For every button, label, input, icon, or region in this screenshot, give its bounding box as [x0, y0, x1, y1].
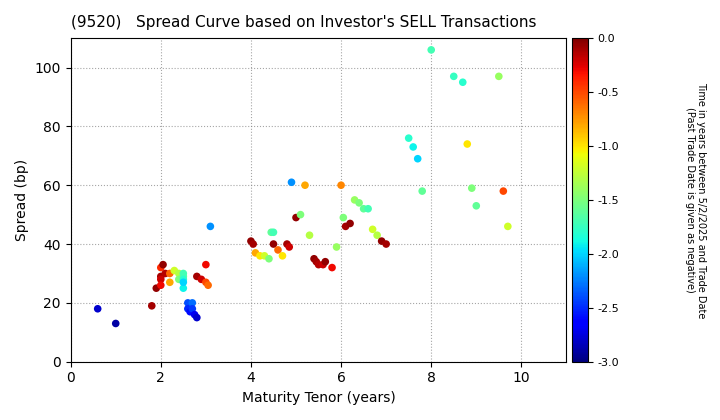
Point: [367, 226, 379, 233]
Point: [282, 241, 293, 247]
Point: [466, 185, 477, 192]
Point: [164, 279, 176, 286]
Point: [426, 47, 437, 53]
Point: [376, 238, 387, 244]
Point: [246, 238, 257, 244]
Point: [403, 135, 415, 142]
Y-axis label: Spread (bp): Spread (bp): [15, 159, 29, 241]
Point: [155, 273, 166, 280]
Point: [164, 270, 176, 277]
Point: [146, 302, 158, 309]
Point: [173, 270, 184, 277]
Point: [178, 285, 189, 291]
X-axis label: Maturity Tenor (years): Maturity Tenor (years): [242, 391, 395, 405]
Point: [178, 270, 189, 277]
Point: [254, 252, 266, 259]
Point: [155, 264, 166, 271]
Point: [150, 285, 162, 291]
Point: [250, 249, 261, 256]
Point: [186, 305, 198, 312]
Point: [191, 314, 202, 321]
Point: [462, 141, 473, 147]
Point: [372, 232, 383, 239]
Point: [380, 241, 392, 247]
Point: [308, 255, 320, 262]
Point: [310, 258, 322, 265]
Point: [330, 244, 342, 250]
Point: [184, 308, 196, 315]
Point: [286, 179, 297, 186]
Point: [155, 276, 166, 283]
Point: [204, 223, 216, 230]
Point: [92, 305, 104, 312]
Point: [493, 73, 505, 80]
Point: [284, 244, 295, 250]
Point: [266, 229, 277, 236]
Point: [338, 214, 349, 221]
Point: [416, 188, 428, 194]
Point: [276, 252, 288, 259]
Point: [189, 311, 200, 318]
Point: [196, 276, 207, 283]
Point: [272, 247, 284, 253]
Point: [178, 273, 189, 280]
Point: [182, 305, 194, 312]
Point: [200, 279, 212, 286]
Y-axis label: Time in years between 5/2/2025 and Trade Date
(Past Trade Date is given as negat: Time in years between 5/2/2025 and Trade…: [685, 82, 706, 318]
Point: [362, 205, 374, 212]
Point: [155, 282, 166, 289]
Point: [448, 73, 459, 80]
Point: [502, 223, 513, 230]
Point: [182, 299, 194, 306]
Point: [326, 264, 338, 271]
Point: [268, 241, 279, 247]
Point: [304, 232, 315, 239]
Point: [348, 197, 360, 203]
Point: [344, 220, 356, 227]
Point: [157, 261, 168, 268]
Point: [358, 205, 369, 212]
Point: [186, 299, 198, 306]
Point: [191, 273, 202, 280]
Point: [248, 241, 259, 247]
Point: [200, 261, 212, 268]
Point: [178, 276, 189, 283]
Point: [264, 255, 275, 262]
Point: [300, 182, 311, 189]
Point: [290, 214, 302, 221]
Point: [498, 188, 509, 194]
Point: [268, 229, 279, 236]
Point: [318, 261, 329, 268]
Point: [294, 211, 306, 218]
Point: [178, 279, 189, 286]
Point: [110, 320, 122, 327]
Point: [258, 252, 270, 259]
Point: [412, 155, 423, 162]
Text: (9520)   Spread Curve based on Investor's SELL Transactions: (9520) Spread Curve based on Investor's …: [71, 15, 536, 30]
Point: [312, 261, 324, 268]
Point: [340, 223, 351, 230]
Point: [354, 200, 365, 206]
Point: [336, 182, 347, 189]
Point: [457, 79, 469, 86]
Point: [173, 276, 184, 283]
Point: [202, 282, 214, 289]
Point: [408, 144, 419, 150]
Point: [471, 202, 482, 209]
Point: [168, 267, 180, 274]
Point: [160, 270, 171, 277]
Point: [320, 258, 331, 265]
